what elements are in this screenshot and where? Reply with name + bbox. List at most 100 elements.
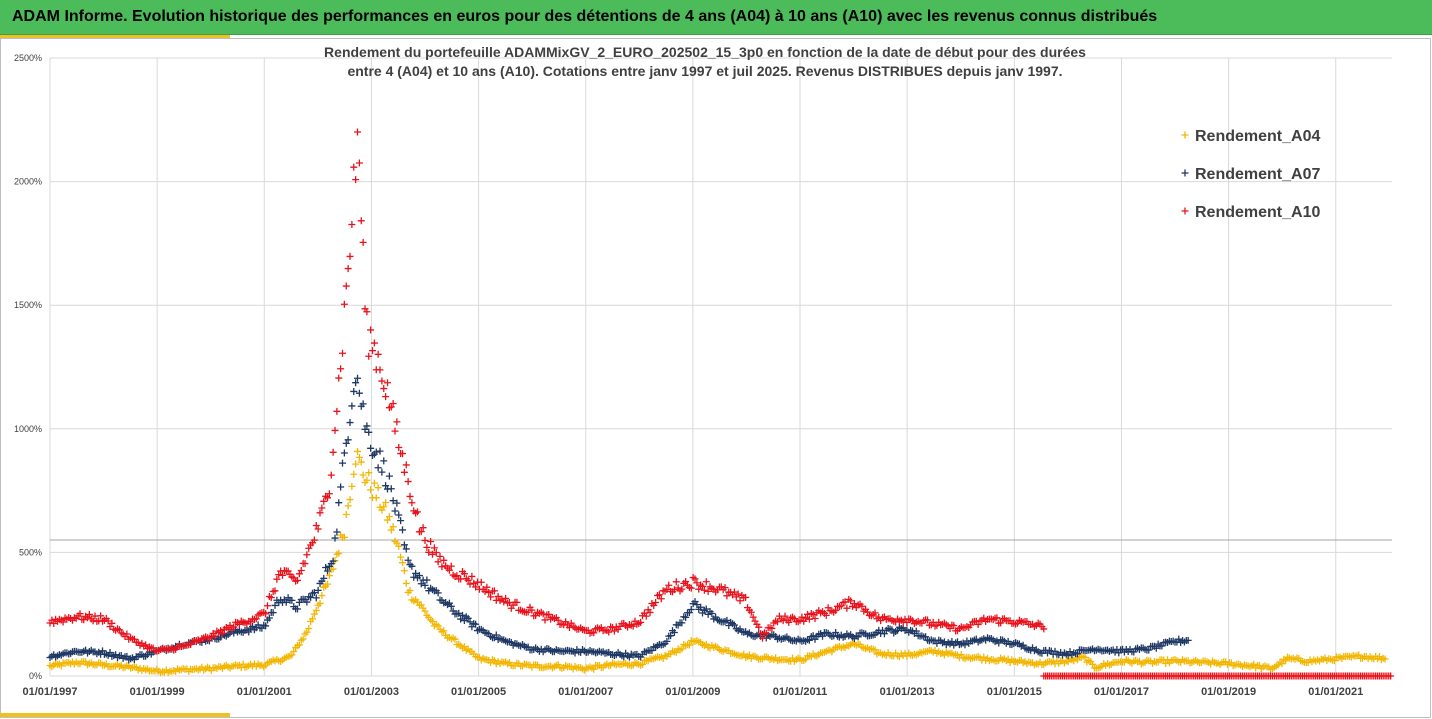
series-2-marker bbox=[1145, 646, 1153, 654]
series-3-marker bbox=[768, 624, 776, 632]
series-2-marker bbox=[271, 601, 279, 609]
series-3-marker bbox=[273, 575, 281, 583]
series-1-marker bbox=[342, 510, 350, 518]
series-2-marker bbox=[723, 616, 731, 624]
series-2-marker bbox=[457, 615, 465, 623]
series-3-marker bbox=[429, 550, 437, 558]
series-2-marker bbox=[697, 603, 705, 611]
series-1-marker bbox=[355, 453, 363, 461]
series-3-marker bbox=[252, 615, 260, 623]
series-3-marker bbox=[352, 176, 360, 184]
series-1-marker bbox=[871, 646, 879, 654]
series-1-marker bbox=[400, 567, 408, 575]
series-2-marker bbox=[262, 622, 270, 630]
series-1-marker bbox=[340, 533, 348, 541]
series-2-marker bbox=[363, 422, 371, 430]
series-3-marker bbox=[380, 385, 388, 393]
y-tick-label: 500% bbox=[19, 547, 42, 557]
series-2-marker bbox=[464, 614, 472, 622]
series-1-marker bbox=[348, 482, 356, 490]
series-3-marker bbox=[749, 613, 757, 621]
page-title: ADAM Informe. Evolution historique des p… bbox=[12, 8, 1158, 25]
series-2-marker bbox=[693, 601, 701, 609]
series-3-marker bbox=[809, 611, 817, 619]
series-2-marker bbox=[312, 594, 320, 602]
series-1-marker bbox=[1089, 660, 1097, 668]
series-3-marker bbox=[329, 448, 337, 456]
series-3-marker bbox=[781, 612, 789, 620]
series-1-marker bbox=[329, 565, 337, 573]
series-2-marker bbox=[663, 637, 671, 645]
series-2-marker bbox=[331, 534, 339, 542]
series-3-marker bbox=[637, 618, 645, 626]
series-2-marker bbox=[372, 448, 380, 456]
series-3-marker bbox=[230, 623, 238, 631]
series-3-marker bbox=[142, 641, 150, 649]
series-3-marker bbox=[279, 571, 287, 579]
series-1-marker bbox=[344, 502, 352, 510]
series-2-marker bbox=[667, 632, 675, 640]
series-3-marker bbox=[97, 612, 105, 620]
series-1-marker bbox=[325, 572, 333, 580]
series-3-marker bbox=[331, 426, 339, 434]
series-3-marker bbox=[734, 590, 742, 598]
series-1-marker bbox=[310, 610, 318, 618]
x-tick-label: 01/01/2021 bbox=[1308, 686, 1363, 698]
series-1-marker bbox=[590, 665, 598, 673]
series-3-marker bbox=[354, 128, 362, 136]
series-2-marker bbox=[376, 447, 384, 455]
series-3-marker bbox=[404, 478, 412, 486]
series-3-marker bbox=[468, 572, 476, 580]
series-3-marker bbox=[50, 620, 58, 628]
series-2-marker bbox=[342, 439, 350, 447]
series-2-marker bbox=[245, 628, 253, 636]
series-2-marker bbox=[912, 627, 920, 635]
series-2-marker bbox=[294, 605, 302, 613]
series-3-marker bbox=[264, 602, 272, 610]
legend-label: Rendement_A04 bbox=[1195, 128, 1320, 145]
series-3-marker bbox=[357, 217, 365, 225]
series-3-marker bbox=[445, 566, 453, 574]
series-2-marker bbox=[288, 596, 296, 604]
series-2-marker bbox=[670, 628, 678, 636]
series-3-marker bbox=[646, 608, 654, 616]
series-3-marker bbox=[434, 558, 442, 566]
series-3-marker bbox=[346, 252, 354, 260]
series-3-marker bbox=[438, 563, 446, 571]
series-3-marker bbox=[314, 525, 322, 533]
series-3-marker bbox=[759, 634, 767, 642]
series-2-marker bbox=[282, 598, 290, 606]
series-2-marker bbox=[337, 483, 345, 491]
series-3-marker bbox=[342, 282, 350, 290]
series-3-marker bbox=[695, 585, 703, 593]
series-3-marker bbox=[721, 584, 729, 592]
series-3-marker bbox=[785, 618, 793, 626]
series-1-marker bbox=[1250, 660, 1258, 668]
series-2-marker bbox=[421, 581, 429, 589]
series-2-marker bbox=[434, 589, 442, 597]
series-3-marker bbox=[370, 339, 378, 347]
series-3-marker bbox=[294, 576, 302, 584]
series-3-marker bbox=[310, 536, 318, 544]
series-3-marker bbox=[993, 614, 1001, 622]
series-3-marker bbox=[811, 615, 819, 623]
series-3-marker bbox=[950, 622, 958, 630]
series-1-marker bbox=[397, 553, 405, 561]
title-bar: ADAM Informe. Evolution historique des p… bbox=[0, 0, 1432, 35]
series-1-marker bbox=[363, 476, 371, 484]
series-3-marker bbox=[822, 611, 830, 619]
series-1-marker bbox=[290, 647, 298, 655]
series-2-marker bbox=[678, 619, 686, 627]
series-2-marker bbox=[303, 598, 311, 606]
series-3-marker bbox=[219, 630, 227, 638]
series-3-marker bbox=[417, 528, 425, 536]
series-3-marker bbox=[108, 619, 116, 627]
series-3-marker bbox=[324, 494, 332, 502]
series-3-marker bbox=[406, 492, 414, 500]
series-3-marker bbox=[847, 597, 855, 605]
series-3-marker bbox=[337, 365, 345, 373]
series-1-marker bbox=[1081, 653, 1089, 661]
series-2-marker bbox=[355, 389, 363, 397]
series-3-marker bbox=[477, 578, 485, 586]
x-tick-label: 01/01/1997 bbox=[22, 686, 77, 698]
